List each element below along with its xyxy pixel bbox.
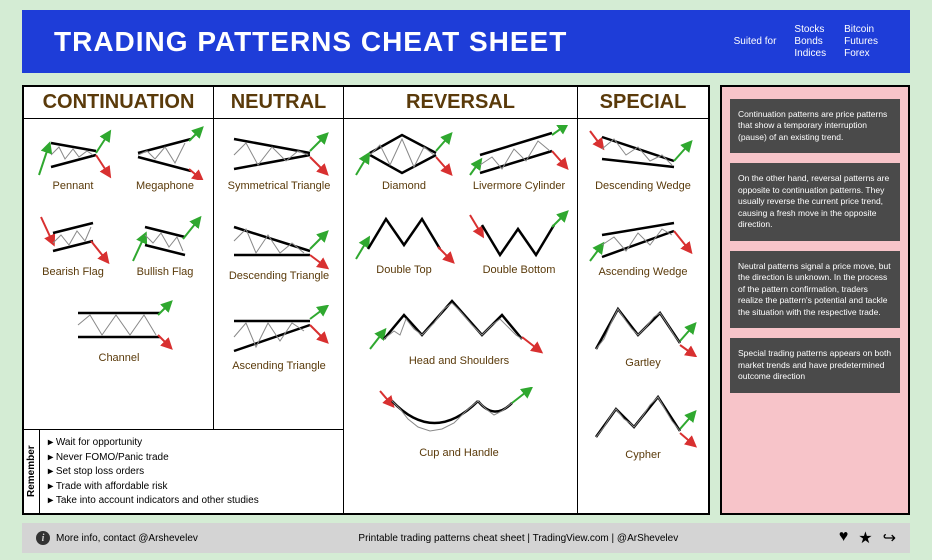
pattern-double-bottom: Double Bottom bbox=[464, 209, 574, 276]
pattern-channel: Channel bbox=[64, 297, 174, 364]
pattern-pennant: Pennant bbox=[28, 125, 118, 192]
patterns-grid: CONTINUATION NEUTRAL REVERSAL SPECIAL Pe… bbox=[22, 85, 710, 515]
remember-label: Remember bbox=[24, 430, 40, 513]
footer-contact: More info, contact @Arshevelev bbox=[56, 533, 198, 544]
pattern-bullish-flag: Bullish Flag bbox=[120, 211, 210, 278]
col-header-neutral: NEUTRAL bbox=[214, 87, 344, 119]
page-title: TRADING PATTERNS CHEAT SHEET bbox=[54, 26, 567, 58]
col-special: Descending Wedge Ascending Wedge Gartley… bbox=[578, 119, 708, 514]
remember-box: Remember Wait for opportunity Never FOMO… bbox=[24, 429, 344, 513]
info-icon: i bbox=[36, 531, 50, 545]
pattern-asc-triangle: Ascending Triangle bbox=[220, 305, 338, 372]
pattern-sym-triangle: Symmetrical Triangle bbox=[220, 125, 338, 192]
suited-col-2: Bitcoin Futures Forex bbox=[844, 24, 878, 59]
main-content: CONTINUATION NEUTRAL REVERSAL SPECIAL Pe… bbox=[0, 73, 932, 515]
info-continuation: Continuation patterns are price patterns… bbox=[730, 99, 900, 153]
suited-col-1: Stocks Bonds Indices bbox=[794, 24, 826, 59]
pattern-bearish-flag: Bearish Flag bbox=[28, 211, 118, 278]
col-reversal: Diamond Livermore Cylinder Double Top Do… bbox=[344, 119, 578, 514]
footer-center: Printable trading patterns cheat sheet |… bbox=[358, 533, 678, 544]
suited-for: Suited for Stocks Bonds Indices Bitcoin … bbox=[734, 24, 878, 59]
pattern-gartley: Gartley bbox=[584, 299, 702, 369]
pattern-cypher: Cypher bbox=[584, 391, 702, 461]
pattern-livermore: Livermore Cylinder bbox=[464, 125, 574, 192]
pattern-head-shoulders: Head and Shoulders bbox=[364, 295, 554, 367]
pattern-megaphone: Megaphone bbox=[120, 125, 210, 192]
heart-icon[interactable]: ♥ bbox=[839, 528, 849, 548]
info-special: Special trading patterns appears on both… bbox=[730, 338, 900, 392]
col-header-continuation: CONTINUATION bbox=[24, 87, 214, 119]
pattern-asc-wedge: Ascending Wedge bbox=[584, 211, 702, 278]
header: TRADING PATTERNS CHEAT SHEET Suited for … bbox=[22, 10, 910, 73]
col-header-reversal: REVERSAL bbox=[344, 87, 578, 119]
pattern-desc-wedge: Descending Wedge bbox=[584, 125, 702, 192]
info-neutral: Neutral patterns signal a price move, bu… bbox=[730, 251, 900, 328]
footer: i More info, contact @Arshevelev Printab… bbox=[22, 523, 910, 553]
info-reversal: On the other hand, reversal patterns are… bbox=[730, 163, 900, 240]
col-header-special: SPECIAL bbox=[578, 87, 708, 119]
pattern-double-top: Double Top bbox=[350, 209, 458, 276]
sidebar: Continuation patterns are price patterns… bbox=[720, 85, 910, 515]
pattern-desc-triangle: Descending Triangle bbox=[220, 215, 338, 282]
star-icon[interactable]: ★ bbox=[858, 528, 872, 548]
share-icon[interactable]: ↪ bbox=[883, 528, 896, 548]
pattern-cup-handle: Cup and Handle bbox=[374, 387, 544, 459]
remember-list: Wait for opportunity Never FOMO/Panic tr… bbox=[40, 430, 267, 513]
suited-label: Suited for bbox=[734, 36, 777, 47]
pattern-diamond: Diamond bbox=[350, 125, 458, 192]
